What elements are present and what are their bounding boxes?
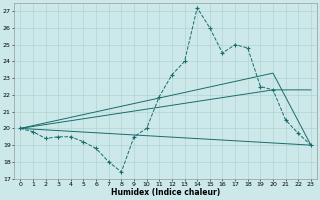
X-axis label: Humidex (Indice chaleur): Humidex (Indice chaleur) [111,188,220,197]
